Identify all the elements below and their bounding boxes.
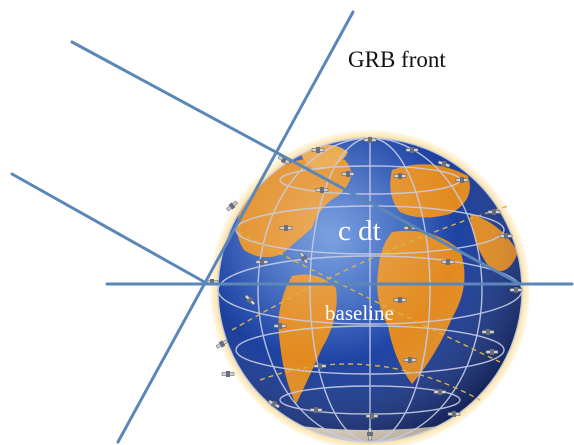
- grb-front-line: [116, 10, 355, 444]
- grb-front-lines: [10, 10, 574, 444]
- c-dt-label: c dt: [338, 215, 381, 247]
- lower-ray-line: [10, 172, 210, 286]
- baseline-label: baseline: [325, 301, 394, 325]
- grb-front-label: GRB front: [348, 47, 446, 72]
- upper-ray-line: [70, 40, 522, 286]
- orbit-dashed: [231, 205, 509, 401]
